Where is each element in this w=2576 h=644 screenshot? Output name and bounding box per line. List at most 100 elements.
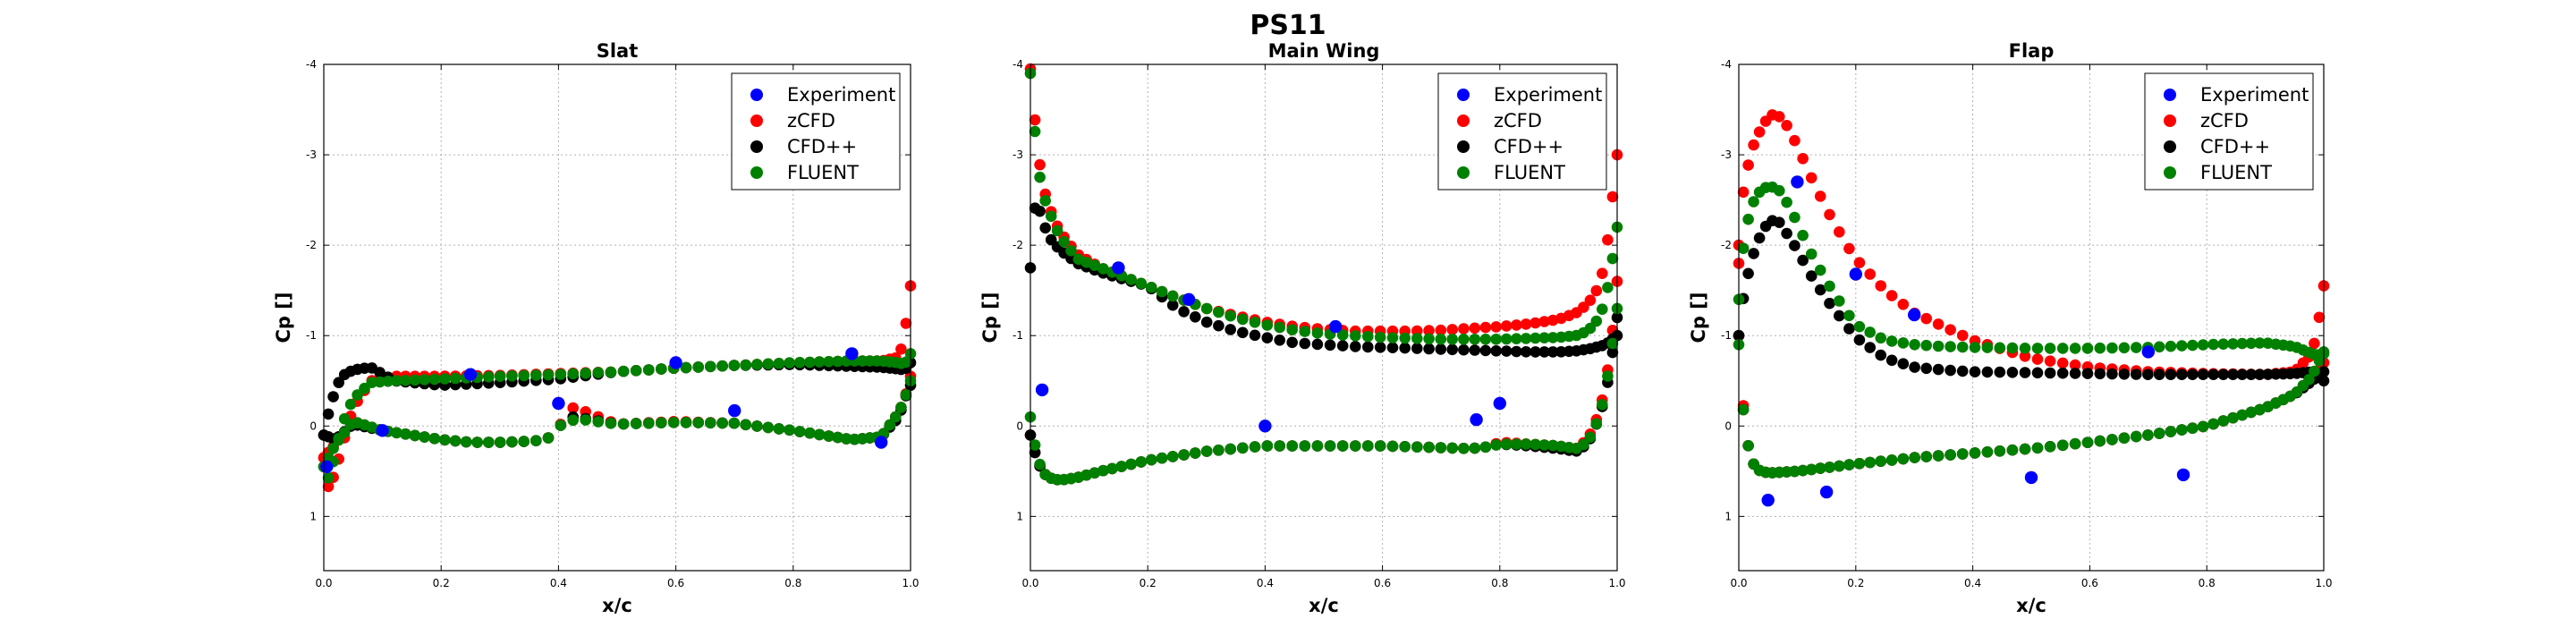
data-point-cfdpp (2044, 367, 2056, 379)
data-point-zcfd (2031, 353, 2044, 365)
data-point-experiment (1493, 396, 1507, 411)
data-point-zcfd (2056, 357, 2069, 369)
data-point-fluent (1034, 171, 1046, 183)
data-point-zcfd (1590, 284, 1603, 297)
data-point-experiment (1328, 319, 1343, 334)
data-point-fluent (2153, 428, 2165, 439)
data-point-experiment (376, 424, 389, 437)
data-point-cfdpp (1789, 240, 1801, 251)
data-point-zcfd (1423, 325, 1435, 336)
data-point-fluent (1097, 263, 1109, 275)
data-point-fluent (1546, 332, 1559, 343)
data-point-fluent (1606, 337, 1619, 350)
x-axis-label: x/c (1309, 595, 1339, 616)
data-point-fluent (1578, 438, 1589, 451)
data-point-fluent (542, 432, 555, 444)
y-tick-label: -4 (1721, 58, 1732, 71)
legend-label-fluent: FLUENT (1494, 162, 1565, 183)
data-point-fluent (630, 365, 642, 377)
data-point-experiment (1258, 419, 1272, 433)
data-point-fluent (1590, 418, 1603, 430)
data-point-zcfd (1435, 324, 1447, 336)
legend-marker-fluent (2164, 166, 2176, 179)
x-tick-label: 0.8 (1491, 577, 1508, 589)
data-point-fluent (1089, 259, 1101, 272)
legend: Experiment zCFD CFD++ FLUENT (1437, 72, 1607, 191)
data-point-fluent (1981, 446, 1994, 458)
data-point-experiment (728, 403, 741, 418)
x-tick-label: 1.0 (902, 577, 919, 589)
data-point-fluent (338, 427, 351, 438)
data-point-fluent (1458, 334, 1470, 345)
data-point-fluent (400, 375, 411, 386)
data-point-zcfd (1490, 321, 1502, 333)
data-point-zcfd (1864, 268, 1876, 280)
data-point-fluent (2131, 430, 2142, 443)
data-point-cfdpp (1606, 346, 1619, 359)
data-point-fluent (460, 436, 472, 448)
data-point-fluent (773, 358, 785, 369)
data-point-cfdpp (1458, 343, 1470, 356)
data-point-fluent (2044, 441, 2056, 453)
data-point-experiment (845, 347, 859, 360)
data-point-cfdpp (1932, 363, 1945, 376)
data-point-fluent (542, 369, 555, 381)
data-point-fluent (483, 436, 495, 448)
data-point-cfdpp (1909, 361, 1920, 373)
data-point-cfdpp (1530, 346, 1541, 358)
data-point-cfdpp (2176, 369, 2188, 381)
data-point-fluent (1324, 440, 1336, 452)
data-point-fluent (1853, 320, 1866, 333)
data-point-fluent (1362, 440, 1374, 452)
data-point-experiment (2176, 468, 2190, 482)
data-point-fluent (1843, 309, 1855, 322)
data-point-zcfd (895, 343, 907, 355)
data-point-fluent (2019, 443, 2031, 455)
data-point-zcfd (1875, 280, 1886, 292)
data-point-zcfd (1742, 159, 1754, 171)
data-point-fluent (1909, 452, 1920, 463)
data-point-fluent (656, 363, 667, 375)
data-point-fluent (728, 360, 741, 371)
data-point-fluent (2217, 415, 2229, 427)
data-point-fluent (1299, 326, 1311, 337)
legend-marker-cfdpp (2164, 140, 2176, 153)
data-point-fluent (2081, 343, 2094, 354)
data-point-fluent (1956, 448, 1969, 460)
y-tick-label: -1 (306, 329, 317, 342)
data-point-cfdpp (1994, 366, 2006, 378)
data-point-fluent (494, 436, 506, 448)
legend-label-zcfd: zCFD (1494, 110, 1542, 131)
series-fluent (318, 348, 917, 484)
data-point-zcfd (1834, 225, 1845, 238)
data-point-zcfd (1530, 317, 1541, 329)
data-point-zcfd (2313, 311, 2326, 324)
data-point-experiment (1791, 175, 1804, 189)
data-point-fluent (518, 369, 530, 382)
data-point-fluent (1994, 342, 2006, 354)
data-point-fluent (1200, 302, 1213, 315)
data-point-fluent (804, 356, 816, 369)
data-point-zcfd (1584, 294, 1597, 307)
data-point-fluent (344, 398, 357, 411)
data-point-cfdpp (1546, 346, 1559, 358)
data-point-fluent (751, 359, 763, 370)
data-point-fluent (1115, 461, 1128, 472)
data-point-fluent (1311, 440, 1324, 452)
data-point-fluent (1446, 442, 1458, 454)
data-point-zcfd (1753, 126, 1766, 138)
y-tick-label: -1 (1013, 329, 1023, 342)
data-point-cfdpp (1350, 341, 1361, 352)
data-point-fluent (2094, 435, 2106, 447)
y-tick-label: -4 (306, 58, 317, 71)
data-point-zcfd (1789, 134, 1801, 147)
data-point-fluent (1423, 333, 1435, 345)
data-point-cfdpp (2207, 369, 2219, 381)
data-point-fluent (1399, 332, 1411, 344)
data-point-fluent (374, 376, 386, 388)
data-point-fluent (1834, 460, 1845, 472)
data-point-fluent (823, 356, 835, 368)
data-point-fluent (1458, 443, 1470, 454)
data-point-cfdpp (1875, 349, 1886, 361)
data-point-cfdpp (1237, 326, 1249, 339)
